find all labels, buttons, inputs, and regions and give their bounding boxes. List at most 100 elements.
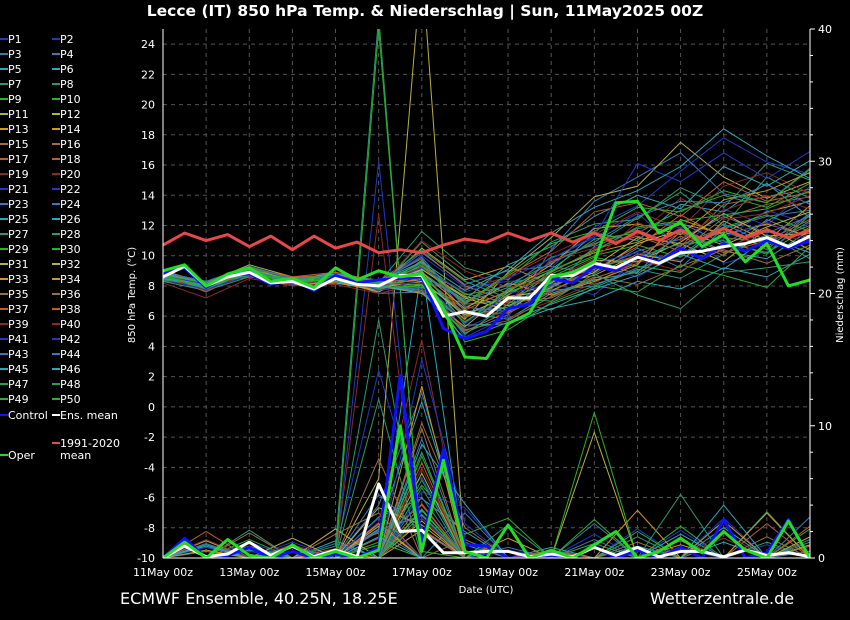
legend-label: P7 [8,78,22,91]
member-temp-line-p50 [163,169,810,304]
legend-item-p46: P46 [52,363,81,376]
legend-label: P42 [60,333,81,346]
legend-label: P17 [8,153,29,166]
legend-label: P31 [8,258,29,271]
legend-label: P25 [8,213,29,226]
legend-item-p22: P22 [52,183,81,196]
member-precip-line-p8 [163,29,810,558]
x-tick-label: 13May 00z [219,566,279,579]
legend-label: P2 [60,33,74,46]
oper-temp-line [163,199,810,360]
y-tick-label: 8 [148,280,155,293]
legend-item-p24: P24 [52,198,81,211]
member-temp-line-p39 [163,194,810,292]
legend-item-p7: P7 [0,78,22,91]
legend-label: P11 [8,108,29,121]
member-precip-line-p35 [163,457,810,558]
member-precip-line-p36 [163,426,810,558]
legend-label: P39 [8,318,29,331]
legend-label: Ens. mean [60,409,118,422]
legend-label: P3 [8,48,22,61]
legend-item-p28: P28 [52,228,81,241]
legend-label: P23 [8,198,29,211]
legend-item-control: Control [0,409,48,422]
member-precip-line-p13 [163,520,810,558]
legend-label: P19 [8,168,29,181]
legend-label: P4 [60,48,74,61]
legend-item-p49: P49 [0,393,29,406]
legend: P1 P2 P3 P4 P5 P6 P7 P8 P9 P10 P11 P12 P13 P14 P15 P16 P… [0,33,120,462]
legend-item-p25: P25 [0,213,29,226]
legend-item-p44: P44 [52,348,81,361]
legend-item-ens-mean: Ens. mean [52,409,118,422]
member-precip-line-p21 [163,491,810,558]
plot-area [163,29,810,558]
y-tick-label: 6 [148,310,155,323]
legend-label-climatology: 1991-2020 mean [60,437,120,462]
legend-item-oper: Oper [0,449,35,462]
legend-item-p42: P42 [52,333,81,346]
member-precip-line-p4 [163,512,810,558]
legend-label: P46 [60,363,81,376]
member-precip-line-p28 [163,319,810,558]
legend-label: P16 [60,138,81,151]
legend-label: P36 [60,288,81,301]
legend-label: P22 [60,183,81,196]
legend-item-p41: P41 [0,333,29,346]
legend-label: P24 [60,198,81,211]
y-tick-label: 0 [148,401,155,414]
legend-label: P13 [8,123,29,136]
legend-item-p14: P14 [52,123,81,136]
x-tick-label: 25May 00z [737,566,797,579]
member-precip-line-p29 [163,454,810,558]
legend-item-p50: P50 [52,393,81,406]
legend-label: P34 [60,273,81,286]
member-temp-line-p44 [163,184,810,302]
legend-label: P14 [60,123,81,136]
legend-item-p40: P40 [52,318,81,331]
legend-item-p10: P10 [52,93,81,106]
site-name: Wetterzentrale.de [650,589,795,608]
y-tick-label: 22 [141,68,155,81]
legend-item-p12: P12 [52,108,81,121]
legend-label: P49 [8,393,29,406]
y-tick-label: -2 [144,431,155,444]
legend-item-p45: P45 [0,363,29,376]
y-tick-label: 16 [141,159,155,172]
y2-axis-label: Niederschlag (mm) [835,247,846,343]
y-tick-label: -10 [137,552,155,565]
legend-item-p26: P26 [52,213,81,226]
x-tick-label: 17May 00z [392,566,452,579]
legend-label: P10 [60,93,81,106]
legend-label: Control [8,409,48,422]
chart-title: Lecce (IT) 850 hPa Temp. & Niederschlag … [146,2,704,20]
legend-item-p48: P48 [52,378,81,391]
legend-label: P29 [8,243,29,256]
legend-item-p33: P33 [0,273,29,286]
legend-label: P18 [60,153,81,166]
legend-item-p36: P36 [52,288,81,301]
y-tick-label: -8 [144,522,155,535]
member-temp-line-p49 [163,190,810,323]
legend-label: Oper [8,449,35,462]
y-tick-label: -6 [144,492,155,505]
legend-label: P37 [8,303,29,316]
control-temp-line [163,239,810,341]
y-tick-label: 18 [141,129,155,142]
1991-2020-mean-temp-line [163,227,810,255]
legend-label: P15 [8,138,29,151]
legend-label: P20 [60,168,81,181]
member-precip-line-p20 [163,339,810,558]
legend-item-p13: P13 [0,123,29,136]
legend-label: P43 [8,348,29,361]
legend-item-p1: P1 [0,33,22,46]
legend-label: P9 [8,93,22,106]
legend-item-p30: P30 [52,243,81,256]
legend-label: P26 [60,213,81,226]
y-axis-label: 850 hPa Temp. (°C) [127,247,138,343]
legend-label: P21 [8,183,29,196]
legend-item-p20: P20 [52,168,81,181]
x-axis-label: Date (UTC) [459,585,514,596]
y2-tick-label: 20 [818,288,832,301]
